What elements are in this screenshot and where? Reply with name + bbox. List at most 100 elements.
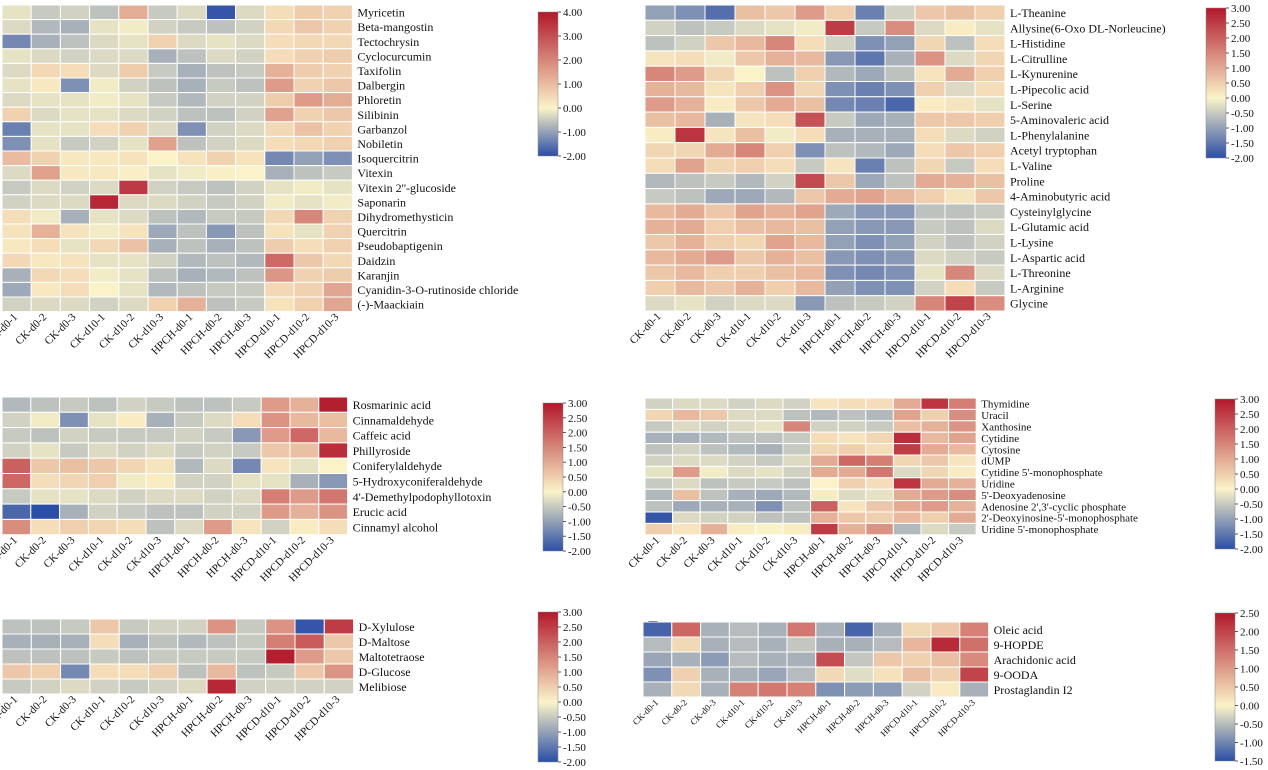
heatmap-cell (824, 218, 856, 235)
heatmap-cell (87, 396, 118, 413)
heatmap-cell (1, 427, 32, 444)
heatmap-cell (704, 96, 736, 113)
colorbar-tick-label: 0.00 (1240, 701, 1260, 713)
heatmap-cell (728, 681, 759, 698)
heatmap-cell (59, 281, 91, 298)
heatmap-cell (704, 81, 736, 98)
heatmap-cell (944, 142, 976, 159)
heatmap-cell (148, 633, 179, 650)
heatmap-cell (944, 295, 976, 312)
row-label: Pseudobaptigenin (357, 239, 442, 253)
heatmap-cell (727, 431, 756, 445)
heatmap-cell (728, 651, 759, 668)
heatmap-cell (734, 203, 766, 220)
row-label: Saponarin (357, 195, 406, 209)
heatmap-cell (176, 135, 207, 152)
heatmap-cell (235, 33, 266, 50)
heatmap-cell (260, 503, 291, 520)
heatmap-cell (264, 238, 295, 254)
heatmap-cell (260, 488, 291, 505)
column-label: CK-d0-1 (627, 311, 663, 347)
heatmap-cell (147, 252, 178, 269)
heatmap-cell (118, 150, 149, 167)
colorbar-tick-label: 1.00 (1240, 664, 1260, 676)
heatmap-cell (672, 500, 701, 513)
heatmap-cell (884, 65, 916, 82)
heatmap-cell (1, 503, 32, 520)
heatmap-cell (854, 218, 886, 235)
heatmap-cell (289, 488, 320, 505)
heatmap-cell (89, 48, 120, 64)
heatmap-cell (294, 633, 325, 650)
colorbar-tick-label: 0.00 (563, 697, 583, 709)
heatmap-cell (205, 296, 237, 313)
row-label: Isoquercitrin (357, 152, 418, 166)
heatmap-cell (974, 188, 1006, 205)
heatmap-cell (205, 4, 237, 21)
heatmap-cell (293, 252, 324, 269)
heatmap-cell (87, 518, 118, 536)
heatmap-cell (145, 457, 176, 475)
column-label: CK-d0-2 (13, 694, 49, 730)
heatmap-cell (901, 636, 932, 653)
row-label: Erucic acid (353, 505, 407, 519)
colorbar-tick-label: 0.50 (1240, 682, 1260, 694)
heatmap-cell (672, 522, 701, 536)
heatmap-cell (884, 264, 916, 281)
heatmap-cell (118, 33, 149, 50)
heatmap-cell (704, 188, 736, 205)
row-label: L-Pipecolic acid (1010, 82, 1089, 96)
heatmap-cell (704, 126, 736, 144)
heatmap-cell (265, 663, 296, 680)
heatmap-cell (824, 142, 856, 159)
heatmap-cell (914, 264, 946, 281)
heatmap-cell (176, 267, 207, 283)
heatmap-cell (289, 518, 320, 536)
heatmap-cell (854, 157, 886, 174)
heatmap-cell (815, 651, 846, 668)
heatmap-cell (892, 522, 922, 536)
heatmap-cell (293, 106, 324, 123)
heatmap-cell (30, 457, 61, 475)
heatmap-cell (176, 281, 207, 298)
heatmap-cell (205, 92, 237, 108)
heatmap-cell (1, 296, 32, 313)
heatmap-cell (118, 121, 149, 137)
row-label: 5-Hydroxyconiferaldehyde (353, 474, 483, 488)
colorbar-tick-label: -1.50 (1240, 529, 1263, 541)
colorbar-tick-label: -0.50 (1240, 719, 1263, 731)
heatmap-cell (672, 431, 701, 445)
heatmap-cell (205, 194, 237, 210)
heatmap-cell (727, 420, 756, 433)
heatmap-cell (116, 488, 147, 505)
colorbar-tick-label: 0.00 (563, 103, 583, 115)
heatmap-cell (116, 457, 147, 475)
heatmap-cell (235, 281, 266, 298)
heatmap-cell (322, 33, 353, 50)
heatmap-cell (700, 621, 730, 638)
heatmap-cell (264, 194, 295, 210)
heatmap-cell (265, 618, 296, 635)
row-label: Adenosine 2',3'-cyclic phosphate (981, 501, 1126, 513)
heatmap-cell (764, 4, 796, 21)
heatmap-cell (1, 135, 32, 152)
colorbar-tick-label: 0.50 (1231, 78, 1251, 90)
heatmap-cell (147, 62, 178, 79)
heatmap-cell (147, 92, 178, 108)
heatmap-cell (794, 279, 826, 297)
heatmap-cell (644, 126, 676, 144)
heatmap-cell (948, 511, 977, 524)
heatmap-cell (757, 621, 788, 638)
heatmap-cell (782, 443, 812, 456)
heatmap-cell (1, 488, 32, 505)
heatmap-cell (920, 522, 950, 536)
heatmap-cell (322, 4, 353, 21)
heatmap-cell (264, 281, 295, 298)
colorbar-tick-label: -1.00 (1240, 514, 1263, 526)
heatmap-cell (824, 249, 856, 266)
heatmap-cell (59, 238, 91, 254)
heatmap-cell (914, 279, 946, 297)
heatmap-cell (914, 96, 946, 113)
heatmap-cell (644, 522, 674, 536)
heatmap-cell (810, 500, 839, 513)
